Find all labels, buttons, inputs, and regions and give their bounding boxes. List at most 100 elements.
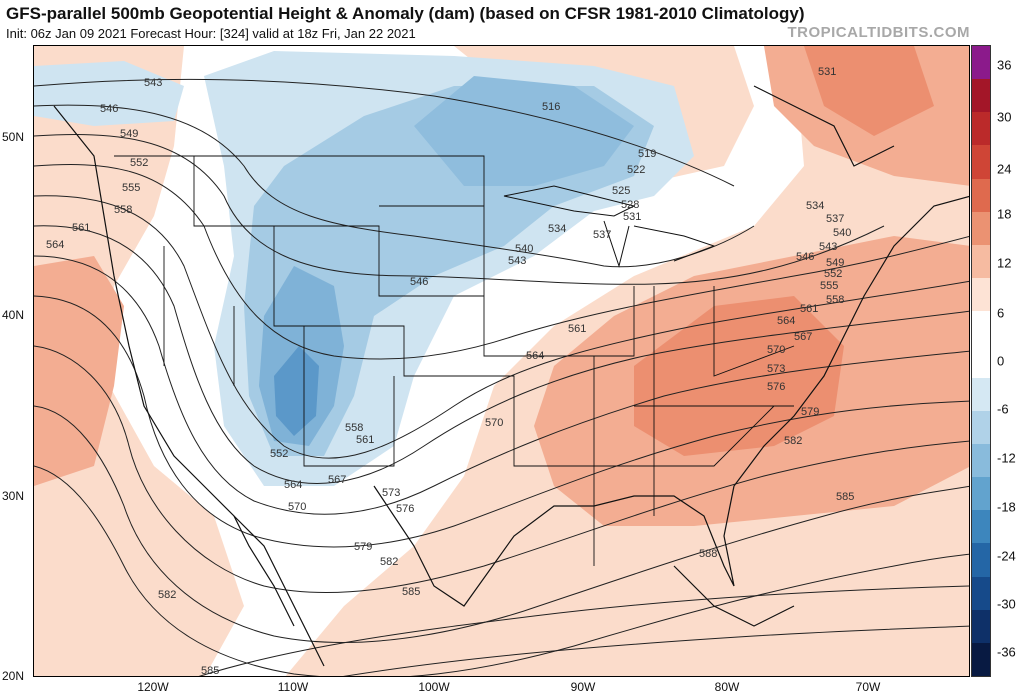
contour-label: 537	[826, 213, 844, 225]
contour-label: 558	[345, 422, 363, 434]
contour-label: 567	[328, 474, 346, 486]
contour-label: 549	[120, 128, 138, 140]
map-subtitle: Init: 06z Jan 09 2021 Forecast Hour: [32…	[6, 26, 416, 41]
anomaly-cold-core	[274, 346, 319, 436]
contour-label: 543	[508, 255, 526, 267]
contour-label: 546	[796, 251, 814, 263]
contour-label: 570	[485, 417, 503, 429]
colorbar-label: -12	[997, 450, 1016, 466]
anomaly-warm-west	[34, 256, 124, 486]
contour-label: 525	[612, 185, 630, 197]
contour-label: 570	[767, 344, 785, 356]
colorbar-label: -18	[997, 499, 1016, 515]
colorbar-label: 18	[997, 206, 1012, 222]
colorbar-cell	[972, 79, 990, 113]
lon-label-70w: 70W	[855, 680, 881, 694]
lon-label-90w: 90W	[570, 680, 596, 694]
contour-label: 540	[515, 243, 533, 255]
colorbar-cell	[972, 609, 990, 643]
anomaly-warm-northeast-core	[804, 46, 934, 136]
contour-label: 558	[826, 294, 844, 306]
colorbar-cell	[972, 576, 990, 610]
contour-label: 564	[526, 350, 544, 362]
lat-label-30n: 30N	[2, 489, 25, 503]
contour-label: 531	[818, 66, 836, 78]
contour-label: 573	[382, 487, 400, 499]
colorbar-cell	[972, 510, 990, 544]
anomaly-cold-north	[414, 76, 634, 186]
contour-label: 543	[819, 241, 837, 253]
colorbar-label: 24	[997, 161, 1012, 177]
weather-map: 543 546 549 552 555 558 561 564 516 519 …	[33, 45, 970, 677]
lon-label-100w: 100W	[418, 680, 450, 694]
colorbar-cell	[972, 410, 990, 444]
lat-label-20n: 20N	[2, 669, 25, 683]
contour-label: 516	[542, 101, 560, 113]
contour-label: 543	[144, 77, 162, 89]
contour-label: 519	[638, 148, 656, 160]
colorbar-cell	[972, 211, 990, 245]
lon-label-110w: 110W	[277, 680, 309, 694]
contour-label: 579	[354, 541, 372, 553]
colorbar-label: 6	[997, 305, 1005, 321]
contour-label: 588	[699, 548, 717, 560]
contour-label: 549	[826, 257, 844, 269]
lat-label-40n: 40N	[2, 308, 25, 322]
contour-label: 582	[380, 556, 398, 568]
anomaly-cold-upperleft	[34, 61, 184, 126]
contour-label: 552	[824, 268, 842, 280]
contour-label: 528	[621, 199, 639, 211]
colorbar-label: 12	[997, 255, 1012, 271]
colorbar-cell	[972, 642, 990, 676]
colorbar-label: 36	[997, 57, 1012, 73]
colorbar-label: 0	[997, 353, 1005, 369]
lon-label-120w: 120W	[137, 680, 169, 694]
colorbar	[971, 45, 991, 677]
contour-label: 552	[130, 157, 148, 169]
contour-label: 561	[72, 222, 90, 234]
lat-label-50n: 50N	[2, 130, 25, 144]
contour-label: 564	[284, 479, 302, 491]
colorbar-cell	[972, 344, 990, 378]
contour-label: 570	[288, 501, 306, 513]
lon-label-80w: 80W	[714, 680, 740, 694]
colorbar-label: 30	[997, 109, 1012, 125]
height-contours	[34, 78, 969, 676]
colorbar-cell	[972, 311, 990, 345]
colorbar-cell	[972, 46, 990, 80]
contour-label: 534	[548, 223, 566, 235]
colorbar-label: -24	[997, 548, 1016, 564]
contour-label: 582	[158, 589, 176, 601]
colorbar-cell	[972, 377, 990, 411]
contour-label: 576	[767, 381, 785, 393]
colorbar-cell	[972, 178, 990, 212]
great-lakes	[503, 185, 716, 268]
contour-label: 579	[801, 406, 819, 418]
colorbar-cell	[972, 244, 990, 279]
contour-label: 546	[100, 103, 118, 115]
contour-label-group: 543 546 549 552 555 558 561 564 516 519 …	[46, 66, 854, 677]
contour-label: 585	[201, 665, 219, 677]
colorbar-label: -30	[997, 596, 1016, 612]
map-canvas: 543 546 549 552 555 558 561 564 516 519 …	[34, 46, 969, 677]
contour-label: 561	[800, 303, 818, 315]
colorbar-cell	[972, 477, 990, 511]
contour-label: 534	[806, 200, 824, 212]
contour-label: 564	[777, 315, 795, 327]
contour-label: 567	[794, 331, 812, 343]
contour-label: 576	[396, 503, 414, 515]
colorbar-cell	[972, 112, 990, 146]
contour-label: 585	[836, 491, 854, 503]
contour-label: 561	[356, 434, 374, 446]
contour-label: 540	[833, 227, 851, 239]
contour-label: 546	[410, 276, 428, 288]
contour-label: 537	[593, 229, 611, 241]
brand-watermark: TROPICALTIDBITS.COM	[787, 24, 970, 41]
colorbar-cell	[972, 543, 990, 577]
contour-label: 552	[270, 448, 288, 460]
coastline	[53, 85, 969, 667]
colorbar-cell	[972, 278, 990, 312]
map-title: GFS-parallel 500mb Geopotential Height &…	[6, 4, 805, 23]
colorbar-cell	[972, 443, 990, 478]
contour-label: 564	[46, 239, 64, 251]
